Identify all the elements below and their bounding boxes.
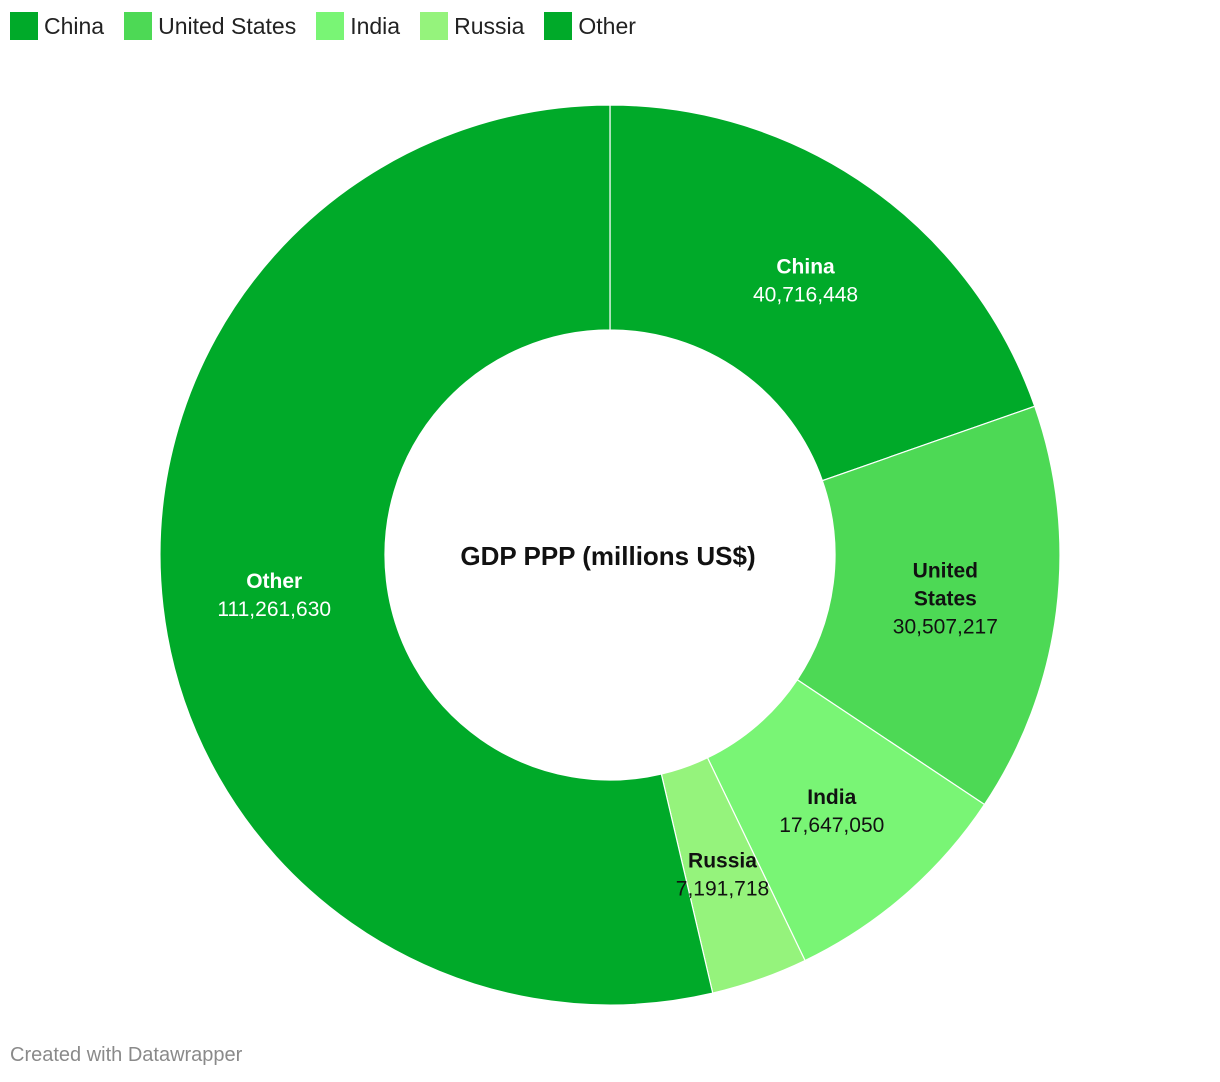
- slice-name-other: Other: [246, 570, 302, 593]
- slice-labels: China 40,716,448 United States 30,507,217 Ind…: [217, 255, 997, 900]
- slice-name-russia: Russia: [688, 850, 757, 873]
- legend-label-united-states: United States: [158, 13, 297, 39]
- legend-item-other: Other: [544, 10, 636, 42]
- slice-label-india: India 17,647,050: [779, 786, 884, 837]
- slice-label-china: China 40,716,448: [753, 255, 858, 306]
- legend-item-united-states: United States: [124, 10, 296, 42]
- slice-china: [609, 104, 1036, 482]
- legend-label-china: China: [44, 13, 105, 39]
- legend-swatch-united-states: [124, 12, 153, 40]
- legend-item-india: India: [316, 10, 400, 42]
- slice-name-united-states-line-2: States: [914, 587, 977, 610]
- slice-name-india: India: [807, 786, 856, 809]
- slice-name-china: China: [776, 255, 835, 278]
- legend-swatch-china: [10, 12, 38, 40]
- slice-value-india: 17,647,050: [779, 814, 884, 837]
- slice-value-other: 111,261,630: [217, 598, 331, 621]
- slice-value-united-states: 30,507,217: [893, 615, 998, 638]
- legend-swatch-india: [316, 12, 345, 40]
- slice-value-china: 40,716,448: [753, 283, 858, 306]
- slice-united-states: [796, 405, 1061, 806]
- legend-label-other: Other: [578, 13, 636, 39]
- footer-credit: Created with Datawrapper: [10, 1044, 243, 1066]
- slice-other: [159, 104, 714, 1006]
- legend-swatch-russia: [420, 12, 449, 40]
- slice-label-other: Other 111,261,630: [217, 570, 331, 621]
- legend-label-india: India: [350, 13, 401, 39]
- legend-item-russia: Russia: [420, 10, 524, 42]
- slice-label-russia: Russia 7,191,718: [676, 850, 769, 901]
- slice-label-united-states: United States 30,507,217: [893, 559, 998, 638]
- chart-legend: China United States India Russia Other: [10, 10, 656, 42]
- legend-label-russia: Russia: [454, 13, 525, 39]
- legend-swatch-other: [544, 12, 573, 40]
- donut-slices: [159, 104, 1061, 1006]
- slice-value-russia: 7,191,718: [676, 878, 769, 901]
- slice-name-united-states-line-1: United: [913, 559, 978, 582]
- legend-item-china: China: [10, 10, 104, 42]
- center-label: GDP PPP (millions US$): [460, 541, 755, 571]
